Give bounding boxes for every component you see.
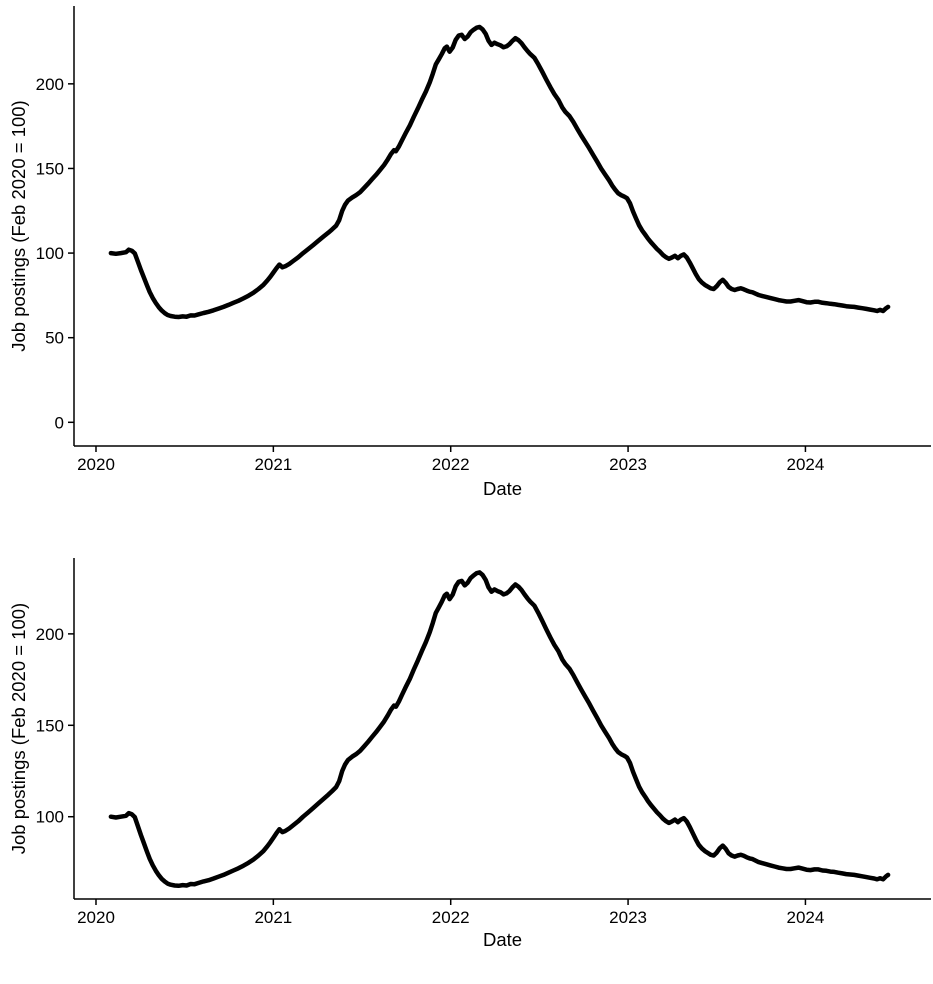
x-tick-label: 2022	[432, 455, 470, 474]
x-tick-label: 2022	[432, 908, 470, 927]
job-postings-series-line	[108, 570, 891, 889]
y-axis-title: Job postings (Feb 2020 = 100)	[8, 100, 29, 351]
x-tick-label: 2021	[254, 908, 292, 927]
x-tick-label: 2024	[787, 908, 825, 927]
x-tick-label: 2023	[609, 908, 647, 927]
bottom-chart: 100 150 200 2020 2021 2022 2023 2024 Date Job pos…	[8, 558, 931, 950]
y-axis-title: Job postings (Feb 2020 = 100)	[8, 603, 29, 854]
x-tick-label: 2020	[77, 455, 115, 474]
y-tick-label: 200	[36, 75, 64, 94]
top-chart: 0 50 100 150 200 2020 2021 2022 2023 2024 Date Job …	[8, 6, 931, 499]
y-tick-label: 200	[36, 625, 64, 644]
y-tick-label: 100	[36, 808, 64, 827]
x-tick-label: 2024	[787, 455, 825, 474]
job-postings-series-line	[108, 24, 891, 320]
x-axis-title: Date	[483, 929, 522, 950]
y-tick-label: 0	[55, 413, 64, 432]
y-tick-label: 150	[36, 716, 64, 735]
y-tick-label: 150	[36, 159, 64, 178]
x-axis-title: Date	[483, 478, 522, 499]
x-tick-label: 2020	[77, 908, 115, 927]
y-tick-label: 50	[45, 329, 64, 348]
y-tick-label: 100	[36, 244, 64, 263]
x-tick-label: 2023	[609, 455, 647, 474]
x-tick-label: 2021	[254, 455, 292, 474]
